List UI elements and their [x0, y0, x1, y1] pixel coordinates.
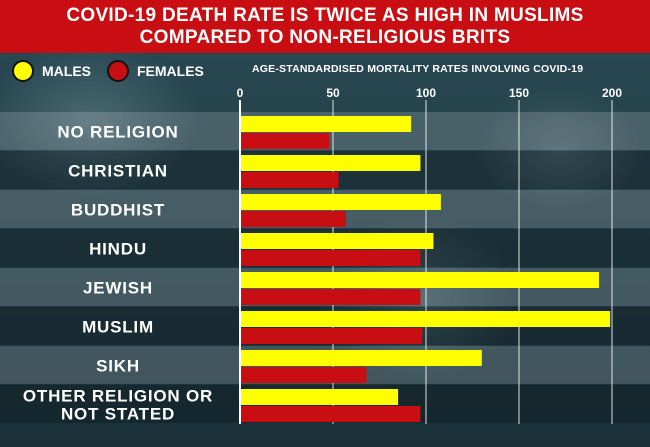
bar-females	[240, 406, 421, 422]
title-banner: COVID-19 DEATH RATE IS TWICE AS HIGH IN …	[0, 0, 650, 53]
category-label: NO RELIGION	[57, 123, 178, 142]
bar-males	[240, 194, 441, 210]
bar-males	[240, 389, 399, 405]
category-label: BUDDHIST	[71, 201, 165, 220]
legend-item-males: MALES	[12, 60, 91, 82]
bar-females	[240, 367, 367, 383]
bar-females	[240, 133, 330, 149]
category-label: CHRISTIAN	[68, 162, 168, 181]
bar-females	[240, 328, 423, 344]
category-label: JEWISH	[83, 279, 153, 298]
bar-females	[240, 289, 421, 305]
chart-title: AGE-STANDARDISED MORTALITY RATES INVOLVI…	[252, 63, 584, 75]
females-swatch-icon	[107, 60, 129, 82]
bar-males	[240, 155, 421, 171]
category-label: SIKH	[96, 357, 140, 376]
bar-females	[240, 172, 339, 188]
legend-label-females: FEMALES	[137, 63, 204, 79]
bar-males	[240, 311, 611, 327]
legend-label-males: MALES	[42, 63, 91, 79]
x-tick-label: 200	[602, 86, 622, 100]
x-tick-label: 0	[237, 86, 244, 100]
males-swatch-icon	[12, 60, 34, 82]
x-tick-label: 150	[509, 86, 529, 100]
title-line-1: COVID-19 DEATH RATE IS TWICE AS HIGH IN …	[66, 4, 584, 26]
category-label: OTHER RELIGION OR NOT STATED	[23, 387, 213, 424]
x-tick-label: 50	[326, 86, 340, 100]
bar-males	[240, 116, 412, 132]
bar-females	[240, 211, 347, 227]
legend-item-females: FEMALES	[107, 60, 204, 82]
x-tick-label: 100	[416, 86, 436, 100]
bar-males	[240, 233, 434, 249]
bar-males	[240, 272, 599, 288]
bar-females	[240, 250, 421, 266]
legend: MALES FEMALES	[12, 60, 220, 82]
bar-males	[240, 350, 482, 366]
category-label: HINDU	[89, 240, 147, 259]
title-line-2: COMPARED TO NON-RELIGIOUS BRITS	[139, 26, 511, 48]
category-label: MUSLIM	[82, 318, 154, 337]
